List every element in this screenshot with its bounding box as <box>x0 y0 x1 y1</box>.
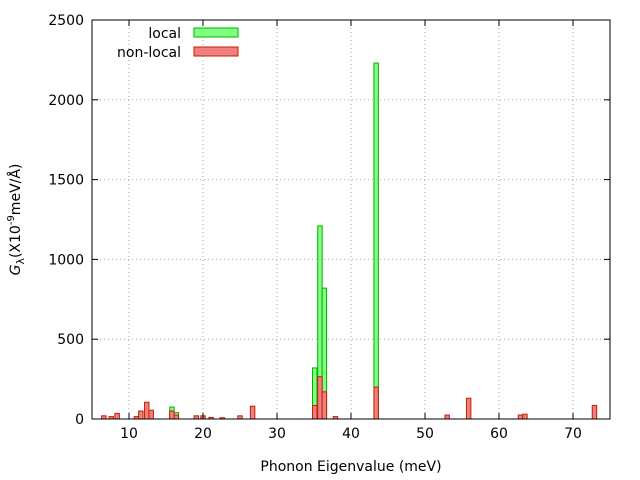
bar-non-local <box>522 413 528 420</box>
y-axis-title: Gλ(X10-9meV/Å) <box>6 164 27 276</box>
bar-non-local <box>114 412 120 420</box>
bar-non-local <box>517 414 524 420</box>
y-axis-unit: meV/Å) <box>7 164 24 216</box>
bars <box>101 62 598 420</box>
y-tick-label: 0 <box>75 412 84 428</box>
y-axis-unit-open: (X10 <box>8 225 24 258</box>
bar-non-local <box>169 410 175 420</box>
x-tick-label: 50 <box>416 426 434 442</box>
plot-frame <box>91 19 611 420</box>
bar-non-local <box>444 414 450 420</box>
axis-ticks: 10 20 30 40 50 60 70 0 500 1000 1500 2000 2500 <box>48 13 610 442</box>
series-local <box>169 62 379 420</box>
y-tick-label: 2000 <box>48 93 84 109</box>
bar-non-local <box>249 405 256 420</box>
x-tick-label: 60 <box>490 426 508 442</box>
y-tick-label: 2500 <box>48 13 84 29</box>
bar-non-local <box>317 376 323 420</box>
y-tick-label: 500 <box>57 332 84 348</box>
bar-non-local <box>148 409 154 420</box>
x-tick-label: 10 <box>120 426 138 442</box>
y-axis-exponent: -9 <box>6 215 17 225</box>
grid-lines <box>92 20 610 419</box>
legend-label-non-local: non-local <box>117 45 181 61</box>
y-tick-label: 1500 <box>48 173 84 189</box>
bar-non-local <box>373 386 379 420</box>
bar-non-local <box>465 397 472 420</box>
x-axis-title: Phonon Eigenvalue (meV) <box>260 459 441 475</box>
y-axis-subscript: λ <box>14 258 27 265</box>
bar-non-local <box>138 410 144 420</box>
x-tick-label: 20 <box>194 426 212 442</box>
legend-swatch-non-local <box>193 46 239 57</box>
legend-swatch-local <box>193 27 239 38</box>
x-tick-label: 30 <box>268 426 286 442</box>
bar-non-local <box>591 404 598 420</box>
legend: local non-local <box>117 26 239 61</box>
x-tick-label: 40 <box>342 426 360 442</box>
bar-non-local <box>173 414 180 420</box>
legend-label-local: local <box>148 26 181 42</box>
y-tick-label: 1000 <box>48 252 84 268</box>
bar-local <box>373 62 379 420</box>
bar-non-local <box>312 404 318 420</box>
bar-non-local <box>321 391 328 420</box>
x-tick-label: 70 <box>564 426 582 442</box>
y-axis-symbol: G <box>8 264 24 275</box>
bar-non-local <box>144 401 150 420</box>
